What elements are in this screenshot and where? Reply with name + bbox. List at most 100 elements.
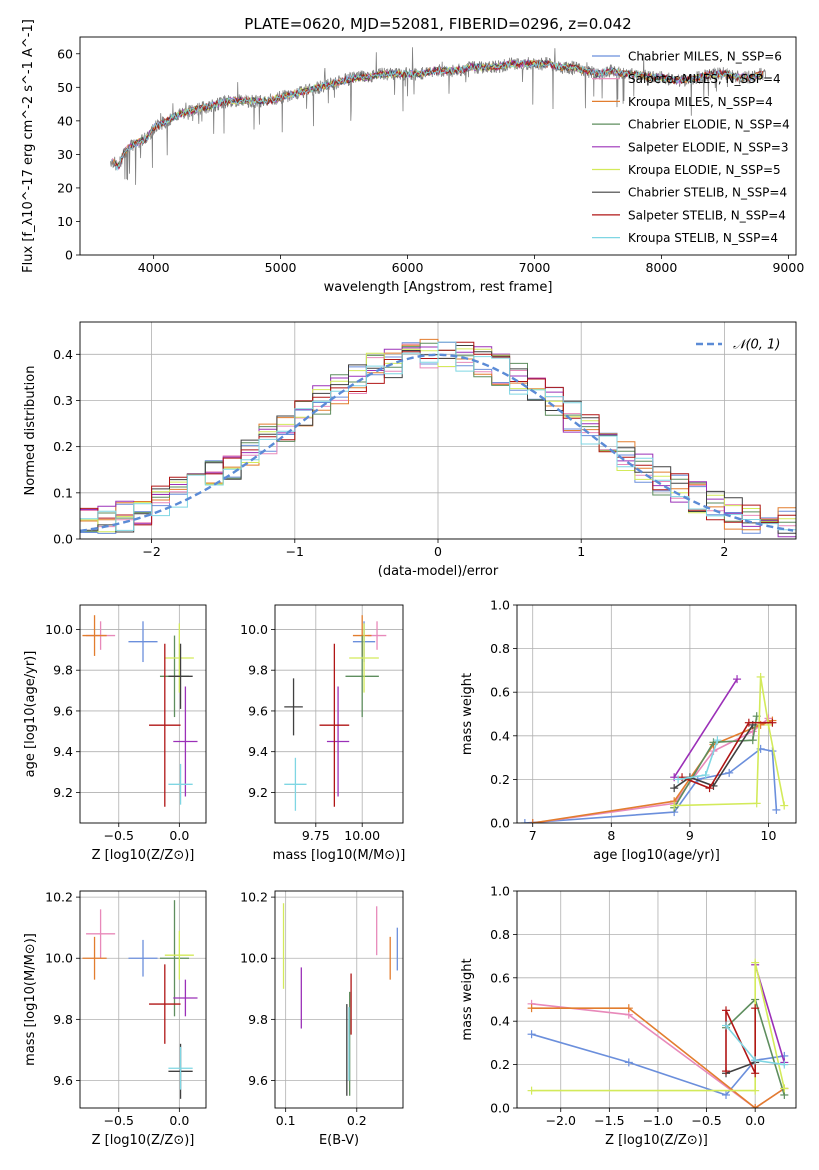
y-axis-label: age [log10(age/yr)] xyxy=(23,651,38,778)
y-tick-label: 9.8 xyxy=(248,1012,268,1027)
x-axis-label: Z [log10(Z/Z⊙)] xyxy=(92,848,195,863)
y-tick-label: 0.0 xyxy=(490,816,510,831)
y-tick-label: 9.6 xyxy=(53,1073,73,1088)
plots-layer: 4000 5000 6000 7000 8000 90000102030405060wav… xyxy=(21,19,804,1148)
x-tick-label: −1.0 xyxy=(643,1113,673,1128)
x-axis-label: mass [log10(M/M⊙)] xyxy=(273,848,406,863)
mass-weight-line xyxy=(681,721,773,790)
y-tick-label: 9.8 xyxy=(53,663,73,678)
y-tick-label: 9.6 xyxy=(248,703,268,718)
y-tick-label: 10.0 xyxy=(45,622,73,637)
y-tick-label: 9.6 xyxy=(248,1073,268,1088)
y-tick-label: 0.8 xyxy=(490,927,510,942)
y-tick-label: 0.0 xyxy=(53,532,73,547)
y-tick-label: 10 xyxy=(57,214,73,229)
panel-mass-vs-ebv: 0.1 0.2 9.6 9.8 10.0 10.2 E(B-V) xyxy=(240,890,404,1148)
axes-frame xyxy=(79,604,207,824)
legend-label: Kroupa ELODIE, N_SSP=5 xyxy=(628,163,781,177)
y-tick-label: 0.4 xyxy=(53,347,73,362)
panel-massweight-vs-Z: −2.0 −1.5 −1.0 −0.5 0.0 0.0 0.2 0.4 0.6 0.8 1.0 Z [… xyxy=(460,884,797,1148)
y-tick-label: 9.2 xyxy=(248,785,268,800)
y-tick-label: 9.8 xyxy=(248,663,268,678)
mass-weight-line xyxy=(673,716,758,809)
plot-area-mass-vs-ebv xyxy=(275,891,403,1108)
x-tick-label: 0.2 xyxy=(347,1113,367,1128)
y-axis-label: mass weight xyxy=(460,958,475,1040)
y-tick-label: 0.1 xyxy=(53,485,73,500)
x-tick-label: 9 xyxy=(686,828,694,843)
x-tick-label: −1.5 xyxy=(594,1113,624,1128)
legend-label: Salpeter STELIB, N_SSP=4 xyxy=(628,208,786,222)
axes-frame xyxy=(516,604,797,824)
x-axis-label: age [log10(age/yr)] xyxy=(593,848,720,863)
spectrum-data-line xyxy=(110,47,766,185)
y-tick-label: 0.4 xyxy=(490,1014,510,1029)
y-tick-label: 9.4 xyxy=(248,744,268,759)
legend-label: Kroupa STELIB, N_SSP=4 xyxy=(628,231,778,245)
plot-area-spectrum xyxy=(110,47,766,185)
y-tick-label: 9.4 xyxy=(53,744,73,759)
x-tick-label: 9.75 xyxy=(302,828,330,843)
y-tick-label: 0.2 xyxy=(490,772,510,787)
panel-age-vs-mass: 9.75 10.00 9.2 9.4 9.6 9.8 10.0 mass [log10(M/M… xyxy=(240,604,406,863)
y-tick-label: 0.4 xyxy=(490,728,510,743)
y-tick-label: 20 xyxy=(57,180,73,195)
axes-frame xyxy=(274,604,404,824)
axes-frame xyxy=(79,36,797,256)
y-tick-label: 40 xyxy=(57,113,73,128)
panel-age-vs-Z: −0.5 0.0 9.2 9.4 9.6 9.8 10.0 Z [log10(Z/Z⊙)] ag… xyxy=(23,604,207,863)
x-tick-label: 7000 xyxy=(519,260,551,275)
x-tick-label: −1 xyxy=(286,544,304,559)
y-tick-label: 0.6 xyxy=(490,685,510,700)
y-tick-label: 9.8 xyxy=(53,1012,73,1027)
figure-title: PLATE=0620, MJD=52081, FIBERID=0296, z=0… xyxy=(244,15,631,33)
x-tick-label: 0.1 xyxy=(276,1113,296,1128)
y-tick-label: 0.2 xyxy=(490,1057,510,1072)
x-tick-label: 8 xyxy=(607,828,615,843)
panel-massweight-vs-age: 7 8 9 10 0.0 0.2 0.4 0.6 0.8 1.0 age [log10(age/yr… xyxy=(460,598,797,863)
legend-label: 𝒩(0, 1) xyxy=(733,338,780,353)
x-tick-label: 6000 xyxy=(392,260,424,275)
mass-weight-line xyxy=(673,678,738,778)
x-tick-label: −2 xyxy=(142,544,160,559)
legend-label: Chabrier MILES, N_SSP=6 xyxy=(628,50,782,64)
y-tick-label: 10.2 xyxy=(240,890,268,905)
mass-weight-line xyxy=(531,1007,785,1108)
x-tick-label: −0.5 xyxy=(691,1113,721,1128)
legend-label: Salpeter ELODIE, N_SSP=3 xyxy=(628,140,789,154)
legend-label: Chabrier ELODIE, N_SSP=4 xyxy=(628,118,790,132)
axes-frame xyxy=(79,321,797,540)
y-axis-label: Flux [f_λ10^-17 erg cm^-2 s^-1 A^-1] xyxy=(21,19,36,273)
plot-area-age-vs-mass xyxy=(275,605,403,823)
y-tick-label: 10.0 xyxy=(45,951,73,966)
x-tick-label: 4000 xyxy=(138,260,170,275)
y-tick-label: 0.0 xyxy=(490,1101,510,1116)
y-tick-label: 10.2 xyxy=(45,890,73,905)
x-tick-label: 0.0 xyxy=(169,828,189,843)
legend-label: Kroupa MILES, N_SSP=4 xyxy=(628,95,773,109)
x-tick-label: 0 xyxy=(434,544,442,559)
plot-area-massweight-vs-Z xyxy=(517,891,796,1108)
y-tick-label: 1.0 xyxy=(490,598,510,613)
histogram-step-line xyxy=(80,341,796,531)
panel-residuals: −2 −1 0 1 2 0.0 0.1 0.2 0.3 0.4 (data-model)/error… xyxy=(23,321,797,579)
panel-mass-vs-Z: −0.5 0.0 9.6 9.8 10.0 10.2 Z [log10(Z/Z⊙)] mass… xyxy=(23,890,207,1148)
axes-frame xyxy=(79,890,207,1109)
x-tick-label: 8000 xyxy=(646,260,678,275)
x-axis-label: E(B-V) xyxy=(319,1133,359,1148)
y-axis-label: mass weight xyxy=(460,673,475,755)
x-axis-label: Z [log10(Z/Z⊙)] xyxy=(92,1133,195,1148)
y-tick-label: 9.2 xyxy=(53,785,73,800)
x-axis-label: Z [log10(Z/Z⊙)] xyxy=(605,1133,708,1148)
plot-area-massweight-vs-age xyxy=(517,605,796,823)
x-axis-label: wavelength [Angstrom, rest frame] xyxy=(324,280,553,295)
x-tick-label: −0.5 xyxy=(104,828,134,843)
x-tick-label: 9000 xyxy=(772,260,804,275)
y-tick-label: 0.6 xyxy=(490,970,510,985)
axes-frame xyxy=(274,890,404,1109)
y-tick-label: 10.0 xyxy=(240,622,268,637)
x-tick-label: −0.5 xyxy=(104,1113,134,1128)
y-tick-label: 0.3 xyxy=(53,393,73,408)
plot-area-mass-vs-Z xyxy=(80,891,206,1108)
y-tick-label: 60 xyxy=(57,46,73,61)
